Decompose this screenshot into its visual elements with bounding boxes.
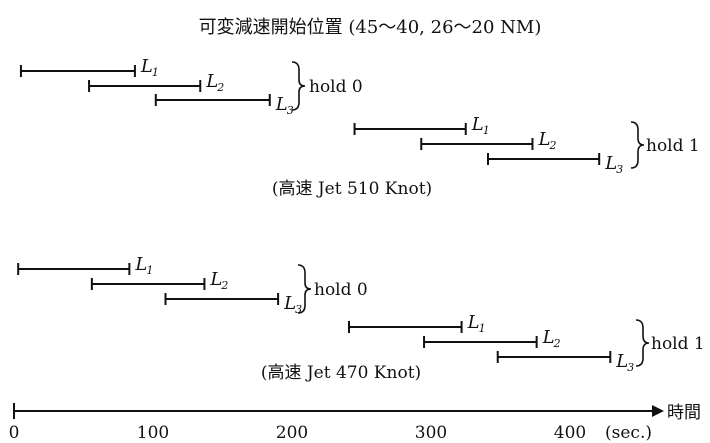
group-1-hold-0-segments: L 1 L 2 L 3 [19,56,294,117]
segment-label-subscript: 1 [152,66,159,79]
segment-label-subscript: 3 [295,303,302,316]
segment-label-subscript: 3 [627,361,634,374]
segment-l2: L 2 [90,269,228,292]
hold-label: hold 1 [646,136,700,156]
segment-label-subscript: 2 [548,139,556,152]
time-axis: 0 100 200 300 400 (sec.) 時間 [9,403,701,443]
tick-label: 0 [9,423,20,443]
segment-label: L [275,94,288,115]
segment-label-subscript: 2 [216,81,224,94]
segment-l3: L 3 [486,153,623,176]
segment-label: L [134,254,147,275]
segment-label: L [205,71,218,92]
segment-l1: L 1 [17,254,153,277]
segment-label: L [467,312,480,333]
segment-label: L [615,351,628,372]
group-2-hold-0-brace [297,264,312,314]
segment-label-subscript: 1 [479,322,486,335]
group-1-hold-1-brace [630,121,645,169]
segment-label: L [140,56,153,77]
tick-label: 100 [137,423,169,443]
group-1-hold-1-segments: L 1 L 2 L 3 [353,114,623,176]
segment-label-subscript: 3 [287,104,294,117]
segment-label: L [471,114,484,135]
segment-label-subscript: 1 [146,264,153,277]
segment-l3: L 3 [164,293,302,316]
hold-label: hold 0 [309,77,363,97]
group-caption: (高速 Jet 510 Knot) [272,179,432,199]
segment-l2: L 2 [423,327,561,350]
time-axis-arrowhead [652,405,664,417]
segment-l3: L 3 [496,351,634,374]
segment-label: L [604,153,617,174]
group-2-hold-1-brace [635,319,650,367]
segment-label-subscript: 3 [616,163,623,176]
time-axis-label: 時間 [667,403,701,423]
time-unit-label: (sec.) [605,423,652,443]
hold-label: hold 1 [651,334,705,354]
group-2-hold-0-segments: L 1 L 2 L 3 [17,254,302,316]
segment-label-subscript: 2 [220,279,228,292]
segment-l1: L 1 [19,56,159,79]
group-1-hold-0-brace [291,61,306,111]
group-caption: (高速 Jet 470 Knot) [261,363,421,383]
segment-label: L [537,129,550,150]
segment-l1: L 1 [347,312,486,335]
segment-label-subscript: 2 [553,337,561,350]
segment-l2: L 2 [88,71,224,94]
segment-label: L [209,269,222,290]
segment-l3: L 3 [154,94,294,117]
segment-label-subscript: 1 [483,124,490,137]
segment-l1: L 1 [353,114,490,137]
tick-label: 200 [276,423,308,443]
group-2-hold-1-segments: L 1 L 2 L 3 [347,312,634,374]
diagram-title: 可変減速開始位置 (45～40, 26～20 NM) [199,17,542,38]
tick-label: 300 [415,423,447,443]
segment-label: L [542,327,555,348]
tick-label: 400 [554,423,586,443]
segment-l2: L 2 [420,129,556,152]
hold-label: hold 0 [314,280,368,300]
segment-label: L [283,293,296,314]
